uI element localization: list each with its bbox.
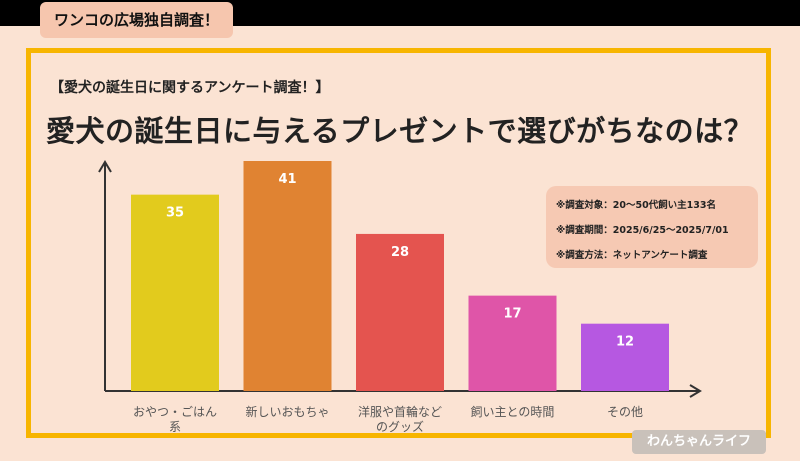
- category-label: 洋服や首輪などのグッズ: [358, 404, 442, 434]
- category-label: 新しいおもちゃ: [245, 404, 329, 419]
- bar-2: [243, 161, 332, 391]
- brand-watermark: わんちゃんライフ: [632, 430, 766, 454]
- note-survey-period: ※調査期間：2025/6/25〜2025/7/01: [556, 225, 729, 236]
- bar-3: [356, 233, 444, 391]
- bar-1: [131, 194, 219, 391]
- note-survey-target: ※調査対象：20〜50代飼い主133名: [556, 200, 717, 211]
- bar-5: [581, 323, 669, 391]
- bar-value-label: 35: [166, 206, 184, 221]
- survey-source-tag: ワンコの広場独自調査！: [40, 2, 234, 38]
- note-survey-method: ※調査方法：ネットアンケート調査: [556, 250, 708, 261]
- bar-value-label: 12: [616, 335, 634, 350]
- chart-frame: [26, 48, 771, 438]
- category-label: おやつ・ごはん系: [133, 404, 217, 434]
- bar-value-label: 41: [278, 172, 296, 187]
- survey-notes-box: ※調査対象：20〜50代飼い主133名 ※調査期間：2025/6/25〜2025…: [546, 186, 758, 268]
- bar-value-label: 17: [503, 307, 521, 322]
- category-label: その他: [607, 405, 643, 419]
- category-label-group: おやつ・ごはん系 新しいおもちゃ 洋服や首輪などのグッズ 飼い主との時間 その他: [133, 404, 643, 434]
- x-axis-arrow: [689, 384, 702, 398]
- bar-value-label: 28: [391, 245, 409, 260]
- bar-4: [468, 295, 557, 391]
- chart-subtitle: 【愛犬の誕生日に関するアンケート調査！】: [50, 80, 330, 96]
- y-axis-arrow: [98, 160, 112, 173]
- category-label: 飼い主との時間: [471, 404, 555, 419]
- chart-title: 愛犬の誕生日に与えるプレゼントで選びがちなのは？: [46, 114, 754, 148]
- bar-group: 35 41 28 17 12: [131, 161, 669, 391]
